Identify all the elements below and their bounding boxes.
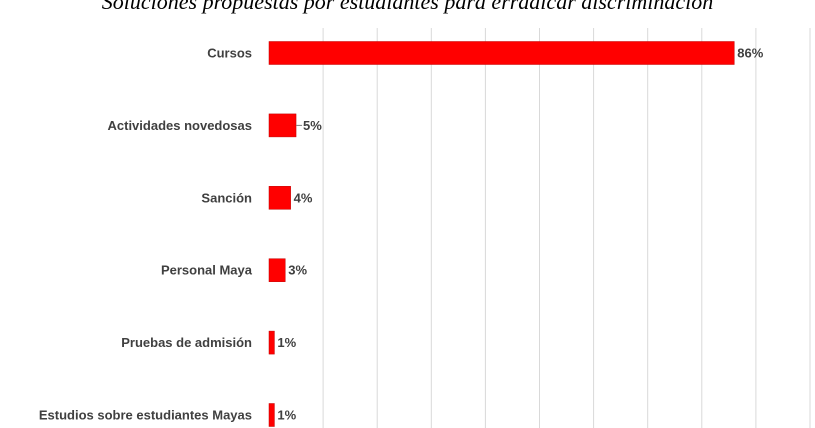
bar bbox=[268, 258, 286, 282]
category-label: Personal Maya bbox=[161, 263, 253, 278]
value-label: 1% bbox=[277, 408, 296, 423]
bar bbox=[268, 403, 275, 427]
bars bbox=[268, 41, 735, 427]
bar bbox=[268, 41, 735, 65]
value-labels: 86% 5% 4% 3% 1% 1% bbox=[277, 46, 763, 423]
value-label: 5% bbox=[303, 118, 322, 133]
bar bbox=[268, 186, 291, 210]
category-label: Sanción bbox=[201, 190, 252, 205]
bar bbox=[268, 330, 275, 355]
value-label: 1% bbox=[277, 335, 296, 350]
bar bbox=[268, 113, 297, 138]
value-label: 86% bbox=[737, 46, 763, 61]
category-label: Cursos bbox=[207, 46, 252, 61]
gridlines bbox=[322, 28, 811, 428]
value-label: 4% bbox=[294, 190, 313, 205]
chart-title: Soluciones propuestas por estudiantes pa… bbox=[101, 0, 714, 14]
category-label: Estudios sobre estudiantes Mayas bbox=[39, 408, 252, 423]
category-label: Pruebas de admisión bbox=[121, 335, 252, 350]
value-label: 3% bbox=[288, 263, 307, 278]
category-labels: Cursos Actividades novedosas Sanción Person… bbox=[39, 46, 253, 423]
category-label: Actividades novedosas bbox=[108, 118, 253, 133]
